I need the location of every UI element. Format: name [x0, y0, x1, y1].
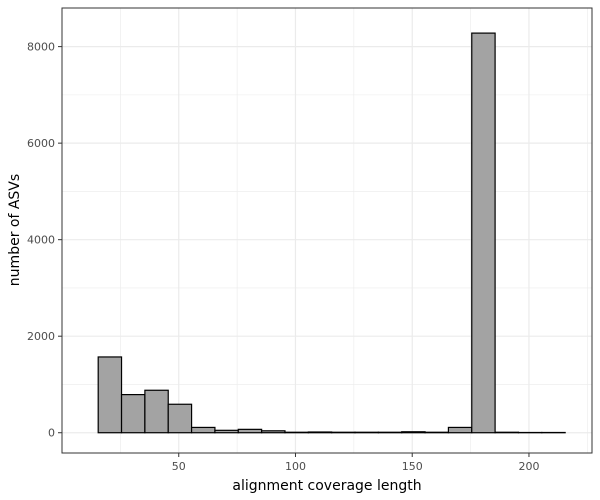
histogram-bars [97, 32, 566, 434]
x-axis-title: alignment coverage length [232, 478, 421, 494]
histogram-bar [237, 428, 263, 434]
histogram-bar [214, 429, 239, 434]
histogram-bar [307, 431, 333, 434]
histogram-bar [97, 356, 123, 434]
y-tick-label: 8000 [27, 41, 55, 54]
histogram-bar [447, 426, 473, 434]
panel-border [61, 7, 593, 454]
y-tick-label: 6000 [27, 137, 55, 150]
histogram-bar [167, 403, 193, 434]
x-tick-label: 100 [285, 460, 306, 473]
histogram-bar [120, 393, 146, 434]
histogram-bar [471, 32, 496, 434]
x-tick-label: 200 [518, 460, 539, 473]
y-axis-title: number of ASVs [7, 174, 23, 286]
histogram-bar [261, 430, 286, 434]
x-tick-label: 50 [172, 460, 186, 473]
y-axis-ticks: 0 2000 4000 6000 8000 [27, 41, 62, 440]
grid-lines [62, 8, 592, 453]
histogram-bar [144, 389, 169, 434]
x-tick-label: 150 [402, 460, 423, 473]
y-tick-label: 2000 [27, 330, 55, 343]
y-tick-label: 4000 [27, 234, 55, 247]
y-tick-label: 0 [48, 427, 55, 440]
histogram-bar [190, 426, 216, 434]
histogram-bar [401, 431, 426, 434]
x-axis-ticks: 50 100 150 200 [172, 453, 539, 473]
